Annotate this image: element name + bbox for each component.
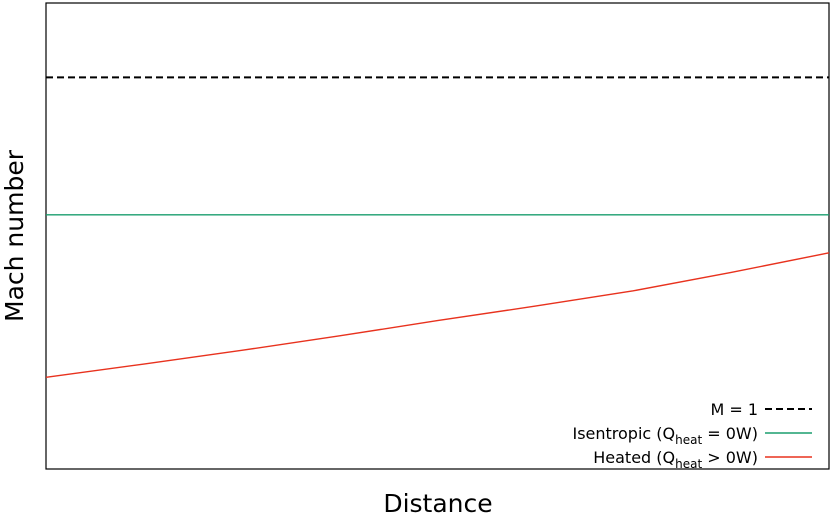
legend-text: Isentropic (Q xyxy=(572,424,675,443)
legend-text: heat xyxy=(675,433,702,447)
legend-text: M = 1 xyxy=(710,400,758,419)
legend-label: Isentropic (Qheat = 0W) xyxy=(572,424,758,447)
x-axis-label: Distance xyxy=(383,489,492,516)
y-axis-label: Mach number xyxy=(0,149,29,322)
legend-label: Heated (Qheat > 0W) xyxy=(593,448,758,471)
legend-text: Heated (Q xyxy=(593,448,675,467)
plot-area xyxy=(45,2,830,470)
series-line xyxy=(45,252,830,379)
legend-text: = 0W) xyxy=(702,424,758,443)
legend-label: M = 1 xyxy=(710,400,758,419)
legend-text: heat xyxy=(675,457,702,471)
legend-text: > 0W) xyxy=(702,448,758,467)
